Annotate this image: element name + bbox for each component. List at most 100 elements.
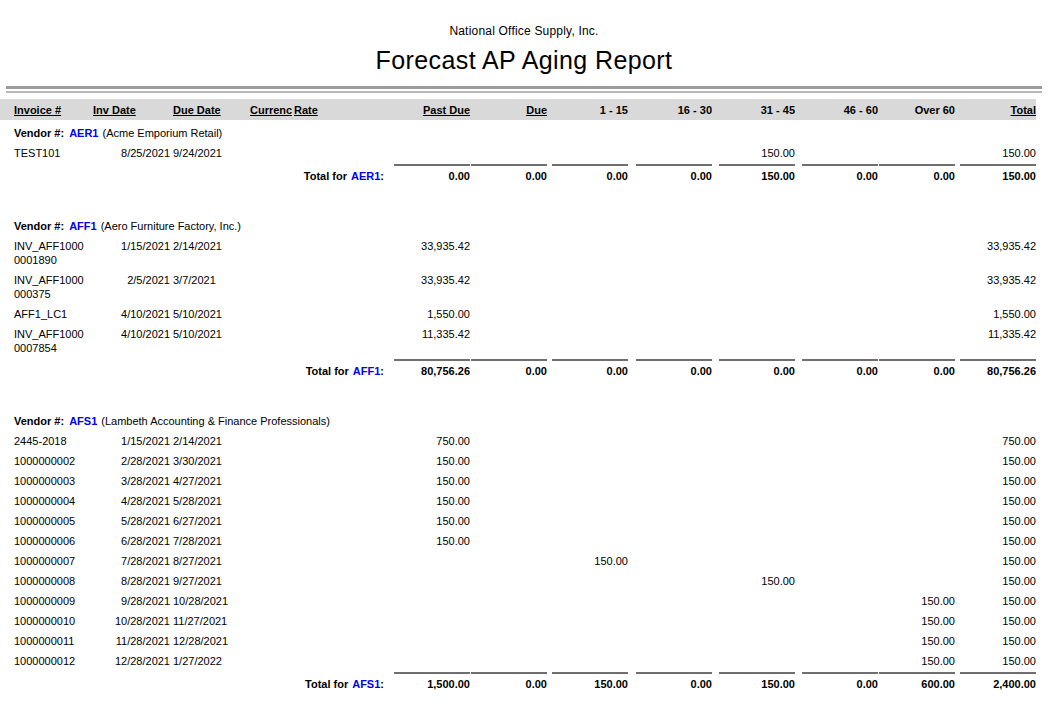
invoice-number-line1: 1000000003 <box>14 474 92 488</box>
cell-currency <box>242 267 292 301</box>
company-name: National Office Supply, Inc. <box>0 0 1048 38</box>
total-cell-bucket-16-30: 0.00 <box>628 160 712 183</box>
cell-inv-date: 8/28/2021 <box>92 568 170 588</box>
invoice-row: 100000001010/28/202111/27/2021150.00150.… <box>0 608 1036 628</box>
cell-past-due <box>332 628 470 648</box>
cell-past-due: 150.00 <box>332 488 470 508</box>
cell-over-60 <box>878 508 955 528</box>
cell-bucket-46-60 <box>795 588 878 608</box>
cell-due-date: 2/14/2021 <box>170 233 242 267</box>
column-header-label: Currency <box>250 104 292 116</box>
cell-invoice-number: TEST101 <box>0 140 92 160</box>
invoice-number-line2: 0001890 <box>14 253 92 267</box>
cell-invoice-number: 1000000009 <box>0 588 92 608</box>
cell-inv-date: 6/28/2021 <box>92 528 170 548</box>
cell-due <box>470 628 547 648</box>
cell-bucket-16-30 <box>628 428 712 448</box>
cell-past-due <box>332 568 470 588</box>
vendor-total-row: Total forAFS1:1,500.000.00150.000.00150.… <box>0 668 1036 691</box>
cell-bucket-1-15 <box>547 428 628 448</box>
column-header-currency: Currency <box>242 99 292 120</box>
cell-bucket-31-45: 150.00 <box>712 568 795 588</box>
cell-total: 150.00 <box>955 488 1036 508</box>
invoice-row: 10000000022/28/20213/30/2021150.00150.00 <box>0 448 1036 468</box>
total-bucket-31-45: 0.00 <box>719 359 795 378</box>
vendor-id-link[interactable]: AER1 <box>351 170 380 182</box>
cell-past-due <box>332 608 470 628</box>
total-over-60: 0.00 <box>879 359 955 378</box>
column-header-total: Total <box>955 99 1036 120</box>
total-cell-bucket-46-60: 0.00 <box>795 355 878 378</box>
column-header-label: Invoice # <box>14 104 61 116</box>
cell-inv-date: 8/25/2021 <box>92 140 170 160</box>
total-cell-bucket-31-45: 150.00 <box>712 668 795 691</box>
cell-past-due: 150.00 <box>332 528 470 548</box>
cell-bucket-46-60 <box>795 301 878 321</box>
cell-over-60 <box>878 233 955 267</box>
total-label-prefix: Total for <box>304 170 347 182</box>
vendor-id-link[interactable]: AFS1 <box>69 415 97 427</box>
cell-due <box>470 648 547 668</box>
cell-due-date: 9/27/2021 <box>170 568 242 588</box>
invoice-number-line1: 2445-2018 <box>14 434 92 448</box>
cell-over-60 <box>878 140 955 160</box>
total-cell-bucket-46-60: 0.00 <box>795 160 878 183</box>
column-header-label: Past Due <box>423 104 470 116</box>
cell-inv-date: 9/28/2021 <box>92 588 170 608</box>
cell-over-60 <box>878 267 955 301</box>
cell-due <box>470 233 547 267</box>
total-due: 0.00 <box>471 672 547 691</box>
total-due: 0.00 <box>471 359 547 378</box>
cell-rate <box>292 508 332 528</box>
cell-due <box>470 608 547 628</box>
cell-due <box>470 267 547 301</box>
cell-bucket-46-60 <box>795 488 878 508</box>
vendor-total-row: Total forAFF1:80,756.260.000.000.000.000… <box>0 355 1036 378</box>
vendor-id-link[interactable]: AFF1 <box>69 220 97 232</box>
cell-bucket-46-60 <box>795 508 878 528</box>
cell-due-date: 3/7/2021 <box>170 267 242 301</box>
header-divider-bottom <box>6 91 1042 93</box>
invoice-number-line1: 1000000006 <box>14 534 92 548</box>
cell-bucket-16-30 <box>628 233 712 267</box>
cell-invoice-number: 1000000010 <box>0 608 92 628</box>
cell-bucket-1-15: 150.00 <box>547 548 628 568</box>
cell-bucket-46-60 <box>795 528 878 548</box>
cell-invoice-number: 1000000004 <box>0 488 92 508</box>
invoice-row: 10000000044/28/20215/28/2021150.00150.00 <box>0 488 1036 508</box>
cell-inv-date: 5/28/2021 <box>92 508 170 528</box>
invoice-number-line2: 000375 <box>14 287 92 301</box>
cell-past-due <box>332 140 470 160</box>
cell-over-60: 150.00 <box>878 608 955 628</box>
cell-rate <box>292 588 332 608</box>
column-header-over-60: Over 60 <box>878 99 955 120</box>
cell-bucket-31-45 <box>712 448 795 468</box>
invoice-row: 10000000077/28/20218/27/2021150.00150.00 <box>0 548 1036 568</box>
cell-bucket-31-45 <box>712 548 795 568</box>
invoice-number-line1: AFF1_LC1 <box>14 307 92 321</box>
cell-past-due: 150.00 <box>332 508 470 528</box>
cell-due-date: 4/27/2021 <box>170 468 242 488</box>
vendor-total-label-wrap: Total forAER1:0.00 <box>0 164 470 183</box>
cell-bucket-1-15 <box>547 508 628 528</box>
total-cell-bucket-1-15: 0.00 <box>547 160 628 183</box>
column-header-bucket-16-30: 16 - 30 <box>628 99 712 120</box>
invoice-number-line1: 1000000002 <box>14 454 92 468</box>
cell-past-due <box>332 548 470 568</box>
cell-bucket-31-45 <box>712 528 795 548</box>
vendor-id-link[interactable]: AER1 <box>69 127 98 139</box>
total-over-60: 0.00 <box>879 164 955 183</box>
vendor-heading-row: Vendor #:AFF1(Aero Furniture Factory, In… <box>0 183 1036 233</box>
cell-bucket-46-60 <box>795 233 878 267</box>
cell-currency <box>242 568 292 588</box>
vendor-heading: Vendor #:AER1(Acme Emporium Retail) <box>0 120 1036 140</box>
cell-currency <box>242 528 292 548</box>
column-header-bucket-1-15: 1 - 15 <box>547 99 628 120</box>
cell-bucket-46-60 <box>795 608 878 628</box>
cell-invoice-number: 1000000012 <box>0 648 92 668</box>
vendor-id-link[interactable]: AFS1 <box>352 678 380 690</box>
cell-bucket-16-30 <box>628 648 712 668</box>
cell-bucket-16-30 <box>628 588 712 608</box>
cell-bucket-1-15 <box>547 488 628 508</box>
vendor-id-link[interactable]: AFF1 <box>353 365 381 377</box>
